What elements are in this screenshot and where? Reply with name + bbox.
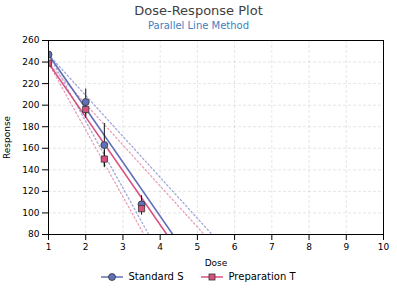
- svg-text:Response: Response: [2, 115, 12, 159]
- svg-text:3: 3: [120, 242, 126, 252]
- svg-text:7: 7: [269, 242, 275, 252]
- svg-text:160: 160: [22, 143, 39, 153]
- svg-text:6: 6: [232, 242, 238, 252]
- svg-text:10: 10: [378, 242, 390, 252]
- html-text:Parallel Line Method: Parallel Line Method: [147, 20, 250, 31]
- svg-text:220: 220: [22, 78, 39, 88]
- html-text:Preparation T: Preparation T: [228, 271, 296, 282]
- svg-text:8: 8: [306, 242, 312, 252]
- svg-text:260: 260: [22, 35, 39, 45]
- svg-text:4: 4: [157, 242, 163, 252]
- svg-text:2: 2: [83, 242, 89, 252]
- svg-text:80: 80: [28, 229, 40, 239]
- svg-text:9: 9: [343, 242, 349, 252]
- svg-text:200: 200: [22, 100, 39, 110]
- svg-text:Dose: Dose: [205, 258, 228, 268]
- svg-text:100: 100: [22, 208, 39, 218]
- svg-text:1: 1: [46, 242, 52, 252]
- svg-text:240: 240: [22, 57, 39, 67]
- svg-text:120: 120: [22, 186, 39, 196]
- svg-text:5: 5: [195, 242, 201, 252]
- html-text:Dose-Response Plot: Dose-Response Plot: [134, 3, 263, 18]
- svg-text:180: 180: [22, 122, 39, 132]
- svg-text:140: 140: [22, 165, 39, 175]
- html-text:Standard S: Standard S: [128, 271, 184, 282]
